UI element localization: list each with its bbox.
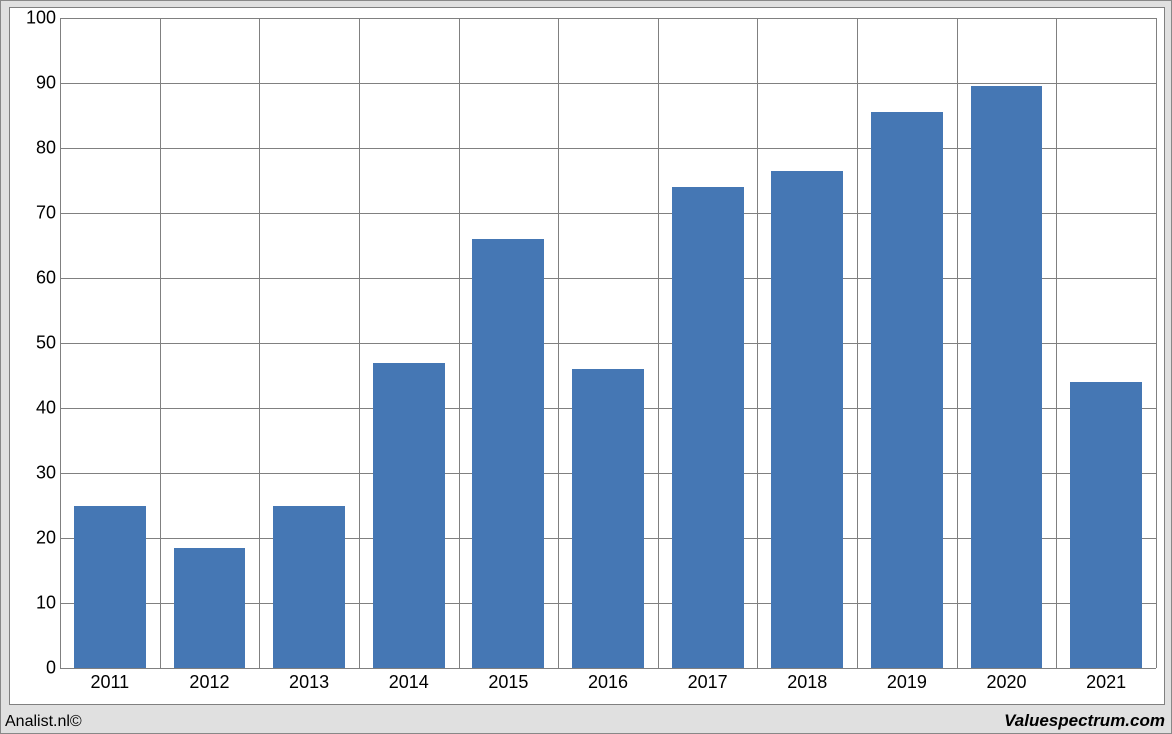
x-tick-label: 2021 [1086,672,1126,693]
x-tick-label: 2019 [887,672,927,693]
bar [472,239,544,668]
y-tick-label: 70 [20,203,56,224]
bar [174,548,246,668]
gridline-v [658,18,659,668]
y-tick-label: 80 [20,138,56,159]
gridline-v [1056,18,1057,668]
footer-valuespectrum: Valuespectrum.com [1004,711,1165,731]
gridline-v [757,18,758,668]
bar [273,506,345,669]
plot-area [60,18,1156,668]
plot-frame: 0 10 20 30 40 50 60 70 80 90 100 2011 2012 2013 2014 2… [9,7,1165,705]
bar [971,86,1043,668]
y-tick-label: 100 [20,8,56,29]
bar [1070,382,1142,668]
y-tick-label: 40 [20,398,56,419]
chart-container: 0 10 20 30 40 50 60 70 80 90 100 2011 2012 2013 2014 2… [0,0,1172,734]
y-tick-label: 30 [20,463,56,484]
gridline-v [558,18,559,668]
bar [871,112,943,668]
footer-analist: Analist.nl© [5,713,82,731]
bar [74,506,146,669]
y-tick-label: 0 [20,658,56,679]
bar [572,369,644,668]
gridline-v [459,18,460,668]
y-tick-label: 20 [20,528,56,549]
gridline-v [359,18,360,668]
x-tick-label: 2011 [90,672,129,693]
x-tick-label: 2017 [688,672,728,693]
gridline-v [857,18,858,668]
gridline-v [957,18,958,668]
y-tick-label: 60 [20,268,56,289]
gridline-h [60,83,1156,84]
bar [672,187,744,668]
x-tick-label: 2018 [787,672,827,693]
gridline-v [1156,18,1157,668]
gridline-v [259,18,260,668]
y-tick-label: 90 [20,73,56,94]
bar [373,363,445,669]
x-tick-label: 2013 [289,672,329,693]
gridline-v [60,18,61,668]
y-tick-label: 10 [20,593,56,614]
x-tick-label: 2020 [987,672,1027,693]
x-tick-label: 2014 [389,672,429,693]
gridline-h [60,668,1156,669]
y-tick-label: 50 [20,333,56,354]
x-tick-label: 2015 [488,672,528,693]
x-tick-label: 2016 [588,672,628,693]
gridline-h [60,18,1156,19]
gridline-v [160,18,161,668]
x-tick-label: 2012 [189,672,229,693]
bar [771,171,843,668]
